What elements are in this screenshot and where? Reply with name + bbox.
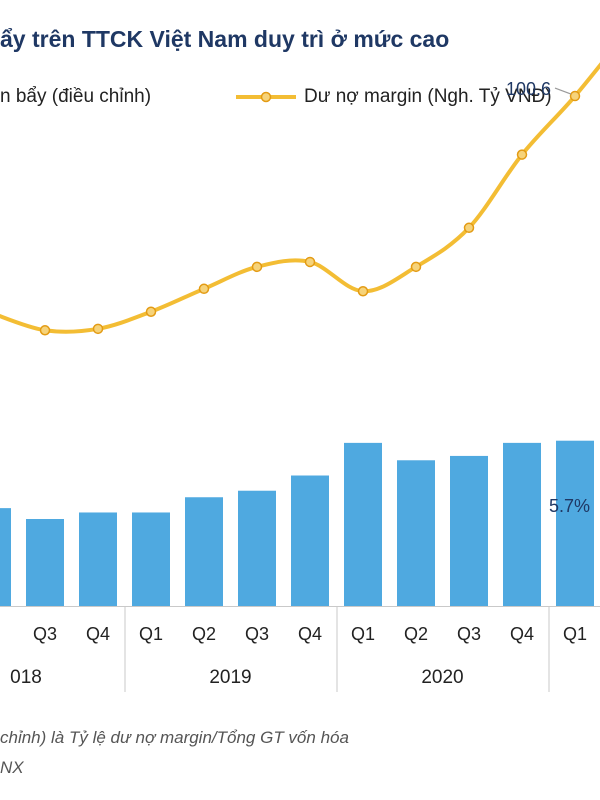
x-group-label: 018 xyxy=(10,667,42,688)
margin-debt-point xyxy=(198,283,210,295)
legend-line-label: Dư nợ margin (Ngh. Tỷ VNĐ) xyxy=(304,86,552,107)
leverage-bar xyxy=(132,512,170,606)
leverage-bar xyxy=(344,442,382,606)
leverage-bar xyxy=(26,519,64,606)
x-tick-label: Q1 xyxy=(563,624,587,644)
x-tick-label: Q4 xyxy=(298,624,322,644)
x-tick-label: Q3 xyxy=(245,624,269,644)
margin-debt-point xyxy=(39,325,51,336)
bar-data-label: 5.7% xyxy=(549,496,590,516)
leverage-bar xyxy=(503,442,541,606)
legend-line-entry: Dư nợ margin (Ngh. Tỷ VNĐ) xyxy=(236,86,552,108)
margin-debt-point xyxy=(251,261,263,273)
x-tick-label: Q3 xyxy=(33,624,57,644)
leverage-bar xyxy=(397,460,435,606)
source-note: NX xyxy=(0,758,24,777)
legend-bar-entry: n bẩy (điều chỉnh) xyxy=(0,86,151,108)
leverage-bar xyxy=(0,508,11,606)
x-group-label: 2019 xyxy=(209,667,251,688)
margin-debt-point xyxy=(304,256,316,268)
leverage-bar xyxy=(291,475,329,606)
x-tick-label: Q4 xyxy=(510,624,534,644)
x-tick-label: Q3 xyxy=(457,624,481,644)
margin-debt-line xyxy=(0,62,600,334)
leverage-bar xyxy=(79,512,117,606)
combo-chart: 100.65.7%2Q3Q4Q1Q2Q3Q4Q1Q2Q3Q4Q101820192… xyxy=(0,62,600,692)
x-tick-label: Q2 xyxy=(404,624,428,644)
footnote: chỉnh) là Tỷ lệ dư nợ margin/Tổng GT vốn… xyxy=(0,728,349,747)
margin-debt-point xyxy=(145,306,157,317)
leverage-bar xyxy=(185,497,223,606)
margin-debt-point xyxy=(357,285,369,297)
line-data-label: 100.6 xyxy=(506,79,551,99)
data-label-leader-line xyxy=(554,87,572,95)
margin-debt-point xyxy=(410,261,422,273)
x-tick-label: Q1 xyxy=(351,624,375,644)
margin-debt-point xyxy=(569,90,581,102)
x-tick-label: Q2 xyxy=(192,624,216,644)
chart-title: ẩy trên TTCK Việt Nam duy trì ở mức cao xyxy=(0,26,450,52)
margin-debt-point xyxy=(92,323,104,335)
x-group-label: 2020 xyxy=(421,667,463,688)
x-tick-label: Q1 xyxy=(139,624,163,644)
leverage-bar xyxy=(556,440,594,606)
legend-bar-label: n bẩy (điều chỉnh) xyxy=(0,86,152,107)
margin-debt-point xyxy=(463,222,475,234)
leverage-bar xyxy=(450,455,488,606)
x-tick-label: Q4 xyxy=(86,624,110,644)
legend-line-swatch-icon xyxy=(236,91,296,103)
margin-debt-point xyxy=(516,149,528,160)
leverage-bar xyxy=(238,490,276,606)
